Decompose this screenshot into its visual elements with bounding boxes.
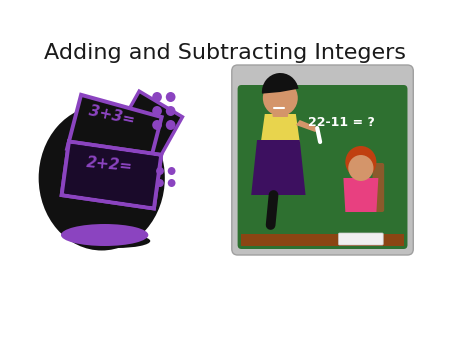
Polygon shape — [59, 139, 163, 211]
Polygon shape — [65, 92, 164, 174]
Circle shape — [152, 120, 162, 130]
Polygon shape — [296, 120, 319, 132]
Polygon shape — [102, 89, 185, 181]
Wedge shape — [262, 73, 298, 94]
Circle shape — [168, 167, 176, 175]
Text: 3+3=: 3+3= — [87, 104, 136, 128]
FancyBboxPatch shape — [373, 163, 384, 212]
Circle shape — [345, 146, 376, 178]
Polygon shape — [251, 140, 306, 195]
FancyBboxPatch shape — [273, 105, 288, 117]
Circle shape — [348, 155, 374, 181]
FancyBboxPatch shape — [232, 65, 413, 255]
Polygon shape — [261, 114, 300, 142]
Ellipse shape — [61, 224, 148, 246]
Polygon shape — [59, 139, 163, 211]
Text: 2+2=: 2+2= — [85, 155, 133, 174]
Circle shape — [263, 80, 298, 116]
Text: 22-11 = ?: 22-11 = ? — [308, 116, 375, 128]
Polygon shape — [65, 144, 158, 206]
Polygon shape — [69, 97, 159, 169]
Circle shape — [156, 167, 164, 175]
Circle shape — [152, 106, 162, 116]
Polygon shape — [343, 178, 378, 212]
Circle shape — [168, 179, 176, 187]
Circle shape — [166, 92, 176, 102]
Circle shape — [166, 106, 176, 116]
Ellipse shape — [265, 74, 292, 106]
Ellipse shape — [82, 234, 150, 248]
FancyBboxPatch shape — [238, 85, 407, 249]
Circle shape — [156, 179, 164, 187]
Text: Adding and Subtracting Integers: Adding and Subtracting Integers — [44, 43, 406, 63]
Polygon shape — [107, 94, 180, 176]
Circle shape — [152, 92, 162, 102]
FancyBboxPatch shape — [242, 234, 404, 246]
FancyBboxPatch shape — [338, 233, 383, 245]
Circle shape — [166, 120, 176, 130]
Polygon shape — [64, 144, 159, 206]
Ellipse shape — [39, 105, 165, 250]
